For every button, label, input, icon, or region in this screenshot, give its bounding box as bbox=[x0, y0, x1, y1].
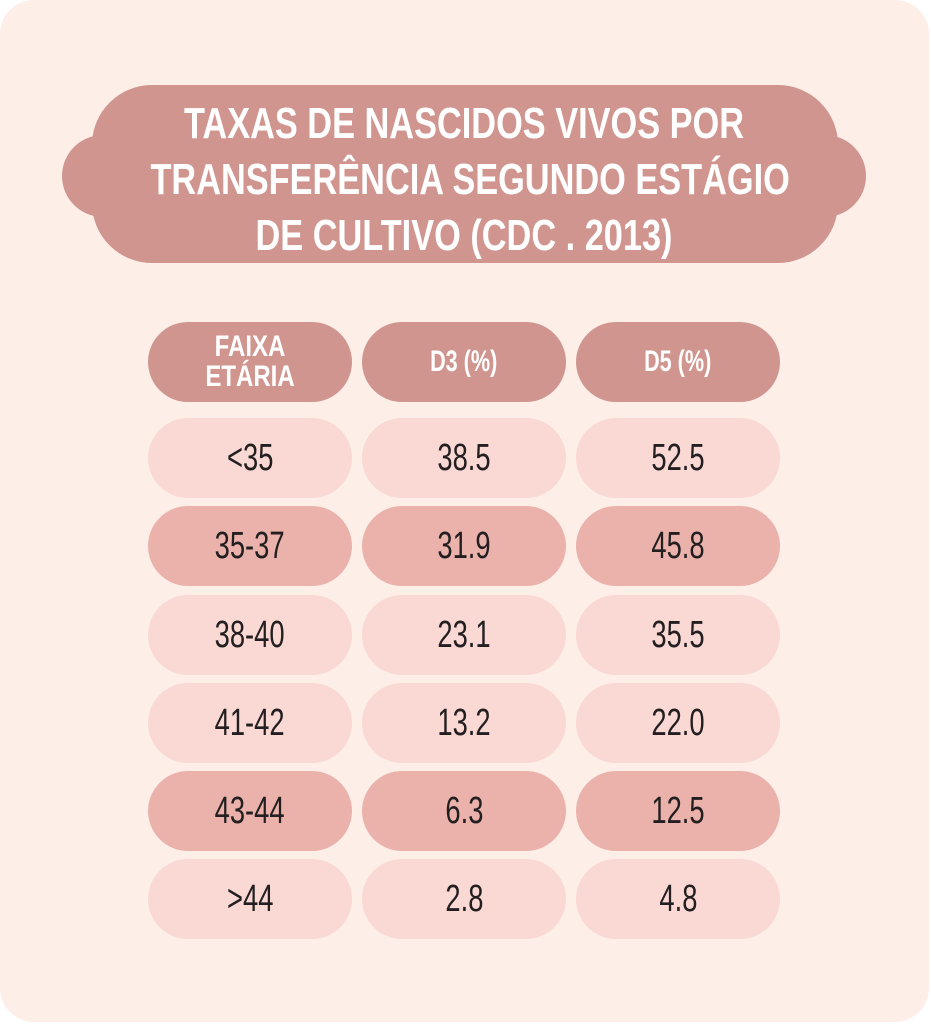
title-banner-wide bbox=[62, 135, 866, 217]
column-header: FAIXA ETÁRIA bbox=[148, 322, 352, 402]
table-cell-text: 41-42 bbox=[214, 701, 285, 744]
table-cell: 35.5 bbox=[576, 595, 780, 675]
table-cell-text: 45.8 bbox=[651, 524, 705, 567]
column-header-text: D5 (%) bbox=[644, 345, 712, 378]
table-cell: 12.5 bbox=[576, 771, 780, 851]
column-header: D5 (%) bbox=[576, 322, 780, 402]
table-cell: 43-44 bbox=[148, 771, 352, 851]
column-header-text: D3 (%) bbox=[430, 345, 498, 378]
table-cell-text: 35-37 bbox=[214, 524, 285, 567]
table-cell-text: 13.2 bbox=[437, 701, 491, 744]
table-cell-text: 38.5 bbox=[437, 436, 491, 479]
table-cell-text: 6.3 bbox=[444, 789, 484, 832]
table-cell-text: 43-44 bbox=[214, 789, 285, 832]
table-cell-text: 23.1 bbox=[437, 613, 491, 656]
table-cell: 31.9 bbox=[362, 506, 566, 586]
table-cell: 6.3 bbox=[362, 771, 566, 851]
table-cell-text: 35.5 bbox=[651, 613, 705, 656]
table-cell-text: 31.9 bbox=[437, 524, 491, 567]
table-cell: 52.5 bbox=[576, 418, 780, 498]
table-cell: 45.8 bbox=[576, 506, 780, 586]
table-cell: 38-40 bbox=[148, 595, 352, 675]
table-cell: >44 bbox=[148, 859, 352, 939]
title-line-3: DE CULTIVO (CDC . 2013) bbox=[255, 211, 673, 260]
table-cell: 23.1 bbox=[362, 595, 566, 675]
chart-title: TAXAS DE NASCIDOS VIVOS POR TRANSFERÊNCI… bbox=[62, 96, 866, 264]
table-cell-text: >44 bbox=[226, 877, 274, 920]
table-cell: 22.0 bbox=[576, 683, 780, 763]
table-cell: 38.5 bbox=[362, 418, 566, 498]
table-cell-text: <35 bbox=[226, 436, 274, 479]
table-cell-text: 52.5 bbox=[651, 436, 705, 479]
column-header: D3 (%) bbox=[362, 322, 566, 402]
table-cell-text: 4.8 bbox=[658, 877, 698, 920]
title-line-1: TAXAS DE NASCIDOS VIVOS POR bbox=[183, 99, 745, 148]
table-cell: 4.8 bbox=[576, 859, 780, 939]
table-cell-text: 22.0 bbox=[651, 701, 705, 744]
table-cell: <35 bbox=[148, 418, 352, 498]
table-cell: 41-42 bbox=[148, 683, 352, 763]
column-header-text: FAIXA ETÁRIA bbox=[205, 330, 295, 393]
table-cell-text: 2.8 bbox=[444, 877, 484, 920]
table-cell-text: 38-40 bbox=[214, 613, 285, 656]
table-cell: 2.8 bbox=[362, 859, 566, 939]
table-cell: 35-37 bbox=[148, 506, 352, 586]
table-cell: 13.2 bbox=[362, 683, 566, 763]
title-line-2: TRANSFERÊNCIA SEGUNDO ESTÁGIO bbox=[150, 155, 790, 204]
table-cell-text: 12.5 bbox=[651, 789, 705, 832]
